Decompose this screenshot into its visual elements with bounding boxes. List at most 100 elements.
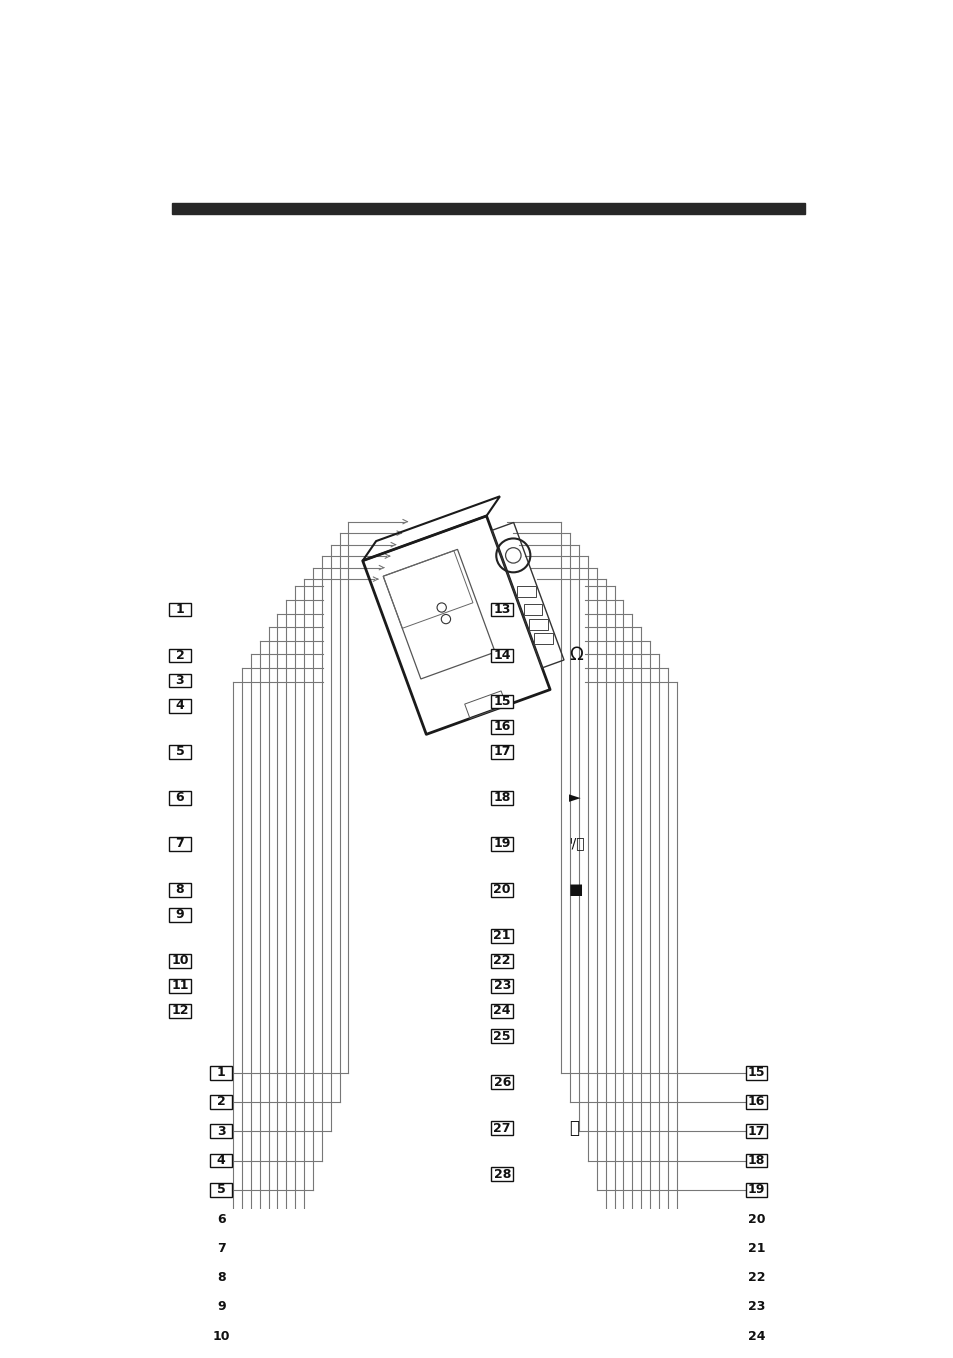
Bar xyxy=(169,674,191,687)
Bar xyxy=(745,1241,766,1255)
Bar xyxy=(491,1122,513,1135)
Text: 6: 6 xyxy=(175,792,184,804)
Bar xyxy=(517,587,536,598)
Bar xyxy=(491,694,513,709)
Bar xyxy=(211,1066,232,1080)
Text: 25: 25 xyxy=(493,1029,511,1043)
Text: 15: 15 xyxy=(493,695,511,708)
Bar xyxy=(491,929,513,942)
Text: 10: 10 xyxy=(213,1329,230,1343)
Text: 8: 8 xyxy=(216,1271,225,1285)
Bar xyxy=(745,1124,766,1138)
Bar xyxy=(211,1329,232,1343)
Bar xyxy=(169,1004,191,1018)
Bar xyxy=(745,1329,766,1343)
Text: 3: 3 xyxy=(175,674,184,687)
Text: 11: 11 xyxy=(171,979,189,993)
Text: 19: 19 xyxy=(747,1183,764,1196)
Text: 10: 10 xyxy=(171,955,189,967)
Bar xyxy=(491,744,513,759)
Text: 18: 18 xyxy=(747,1154,764,1167)
Text: 27: 27 xyxy=(493,1122,511,1134)
Bar xyxy=(745,1095,766,1109)
Bar xyxy=(745,1066,766,1080)
Bar xyxy=(211,1271,232,1285)
Text: 8: 8 xyxy=(175,883,184,896)
Bar xyxy=(745,1300,766,1313)
Bar xyxy=(211,1300,232,1313)
Bar xyxy=(211,1213,232,1226)
Text: 19: 19 xyxy=(493,837,511,850)
Text: 17: 17 xyxy=(493,746,511,758)
Bar xyxy=(211,1241,232,1255)
Bar xyxy=(745,1213,766,1226)
Bar xyxy=(491,1167,513,1181)
Bar xyxy=(169,790,191,804)
Text: 4: 4 xyxy=(175,699,184,712)
Text: 1: 1 xyxy=(216,1066,226,1080)
Text: 5: 5 xyxy=(216,1183,226,1196)
Text: 22: 22 xyxy=(493,955,511,967)
Text: 2: 2 xyxy=(175,649,184,661)
Text: ⏸: ⏸ xyxy=(568,1119,578,1137)
Text: 18: 18 xyxy=(493,792,511,804)
Bar xyxy=(534,633,553,644)
Text: 23: 23 xyxy=(747,1301,764,1313)
Bar xyxy=(523,604,542,615)
Bar xyxy=(491,1004,513,1018)
Text: 12: 12 xyxy=(171,1005,189,1017)
Text: 21: 21 xyxy=(747,1241,764,1255)
Bar xyxy=(491,790,513,804)
Bar xyxy=(745,1153,766,1168)
Text: 16: 16 xyxy=(747,1096,764,1108)
Bar xyxy=(169,979,191,993)
Bar xyxy=(211,1124,232,1138)
Bar xyxy=(169,699,191,713)
Text: 13: 13 xyxy=(493,603,511,617)
Text: 22: 22 xyxy=(747,1271,764,1285)
Text: 4: 4 xyxy=(216,1154,226,1167)
Text: 9: 9 xyxy=(175,909,184,921)
Text: 6: 6 xyxy=(216,1213,225,1225)
Text: 24: 24 xyxy=(747,1329,764,1343)
Text: 9: 9 xyxy=(216,1301,225,1313)
Text: 5: 5 xyxy=(175,746,184,758)
Bar xyxy=(172,202,804,215)
Text: 15: 15 xyxy=(747,1066,764,1080)
Bar xyxy=(169,909,191,922)
Text: 23: 23 xyxy=(493,979,511,993)
Bar xyxy=(491,603,513,617)
Bar xyxy=(745,1271,766,1285)
Bar xyxy=(491,979,513,993)
Text: 21: 21 xyxy=(493,929,511,942)
Bar xyxy=(169,883,191,896)
Text: ᑊ/ᑋ: ᑊ/ᑋ xyxy=(568,837,584,850)
Text: 2: 2 xyxy=(216,1096,226,1108)
Bar xyxy=(169,744,191,759)
Text: 3: 3 xyxy=(216,1124,225,1138)
Bar xyxy=(169,953,191,968)
Bar xyxy=(491,649,513,663)
Text: 26: 26 xyxy=(493,1076,511,1089)
Bar xyxy=(491,720,513,733)
Text: 7: 7 xyxy=(216,1241,226,1255)
Bar xyxy=(491,953,513,968)
Bar xyxy=(491,1029,513,1043)
Text: 16: 16 xyxy=(493,720,511,733)
Text: ■: ■ xyxy=(568,883,582,898)
Text: ►: ► xyxy=(568,790,580,805)
Text: 1: 1 xyxy=(175,603,184,617)
Bar xyxy=(169,603,191,617)
Text: 7: 7 xyxy=(175,837,184,850)
Bar xyxy=(211,1095,232,1109)
Bar xyxy=(491,837,513,850)
Text: 17: 17 xyxy=(747,1124,764,1138)
Bar xyxy=(169,649,191,663)
Text: 20: 20 xyxy=(747,1213,764,1225)
Bar xyxy=(491,1076,513,1089)
Bar xyxy=(211,1183,232,1196)
Text: 24: 24 xyxy=(493,1005,511,1017)
Text: Ω: Ω xyxy=(568,646,582,664)
Bar xyxy=(169,837,191,850)
Bar xyxy=(745,1183,766,1196)
